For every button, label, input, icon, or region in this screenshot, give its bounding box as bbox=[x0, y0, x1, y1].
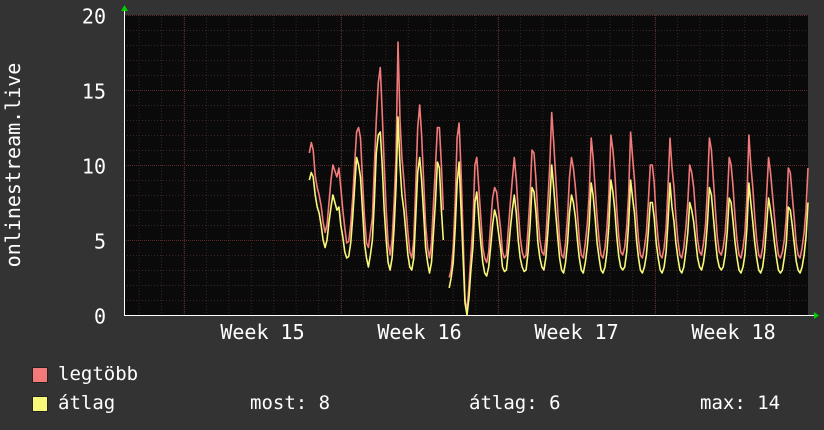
x-tick-label: Week 18 bbox=[691, 320, 775, 344]
x-axis-arrow bbox=[814, 312, 819, 319]
series-line-avg bbox=[308, 116, 809, 316]
y-tick-label: 10 bbox=[82, 155, 106, 179]
y-axis-arrow bbox=[121, 5, 128, 11]
line-chart: 0 5 10 15 20 Week 15 Week 16 Week 17 Week 18 onli… bbox=[1, 5, 819, 344]
y-tick-label: 5 bbox=[94, 230, 106, 254]
legend-swatch-avg bbox=[32, 396, 48, 412]
y-tick-label: 20 bbox=[82, 5, 106, 29]
legend-swatch-max bbox=[32, 367, 48, 383]
stat-max: max: 14 bbox=[700, 392, 781, 414]
y-tick-label: 15 bbox=[82, 80, 106, 104]
stat-avg: átlag: 6 bbox=[469, 392, 561, 414]
y-axis-label: onlinestream.live bbox=[1, 63, 25, 268]
legend-label-max: legtöbb bbox=[58, 363, 139, 385]
stat-now: most: 8 bbox=[250, 392, 331, 414]
x-tick-label: Week 17 bbox=[534, 320, 618, 344]
y-tick-label: 0 bbox=[94, 305, 106, 329]
legend-label-avg: átlag bbox=[58, 392, 116, 414]
series-line-max bbox=[308, 41, 809, 312]
x-tick-label: Week 15 bbox=[220, 320, 304, 344]
x-tick-label: Week 16 bbox=[377, 320, 461, 344]
